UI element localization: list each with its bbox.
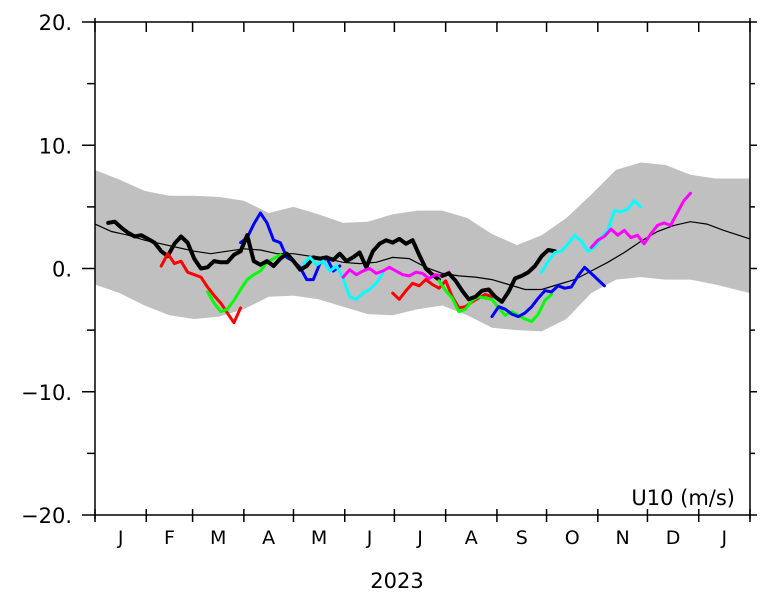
labels-layer: U10 (m/s) 2023: [370, 486, 735, 593]
y-tick-label: −20.: [21, 504, 72, 528]
y-tick-label: 0.: [52, 258, 72, 282]
year-label: 2023: [370, 569, 423, 593]
series-line-2: [159, 252, 243, 325]
y-tick-label: 10.: [39, 134, 72, 158]
series-line-7: [341, 265, 451, 280]
series-line-3: [206, 253, 289, 314]
x-tick-label: J: [117, 527, 124, 549]
series-line-1: [106, 219, 243, 271]
y-tick-label: −10.: [21, 381, 72, 405]
x-tick-label: J: [366, 527, 373, 549]
x-tick-label: N: [616, 527, 630, 549]
x-tick-label: D: [666, 527, 681, 549]
series-line-5: [238, 233, 441, 282]
climatology-line: [94, 221, 751, 291]
x-tick-label: M: [311, 527, 327, 549]
y-tick-label: 20.: [39, 11, 72, 35]
x-tick-label: M: [210, 527, 226, 549]
x-tick-label: A: [262, 527, 275, 549]
series-layer: [106, 191, 692, 325]
series-line-12: [540, 199, 643, 274]
spread-envelope: [95, 162, 750, 332]
series-line-11: [490, 265, 606, 319]
axes-layer: 20. 10. 0. −10. −20. J F M A M J J A S O N D J: [21, 11, 757, 549]
series-line-9: [437, 279, 553, 323]
series-line-13: [589, 191, 692, 249]
variable-label: U10 (m/s): [631, 486, 735, 510]
x-tick-label: A: [465, 527, 478, 549]
x-tick-label: J: [721, 527, 728, 549]
x-tick-label: J: [416, 527, 423, 549]
x-tick-label: O: [565, 527, 580, 549]
x-tick-label: S: [516, 527, 528, 549]
climatology-layer: [94, 221, 751, 291]
spread-envelope-layer: [95, 162, 750, 332]
series-line-10: [440, 248, 557, 304]
x-tick-label: F: [164, 527, 175, 549]
